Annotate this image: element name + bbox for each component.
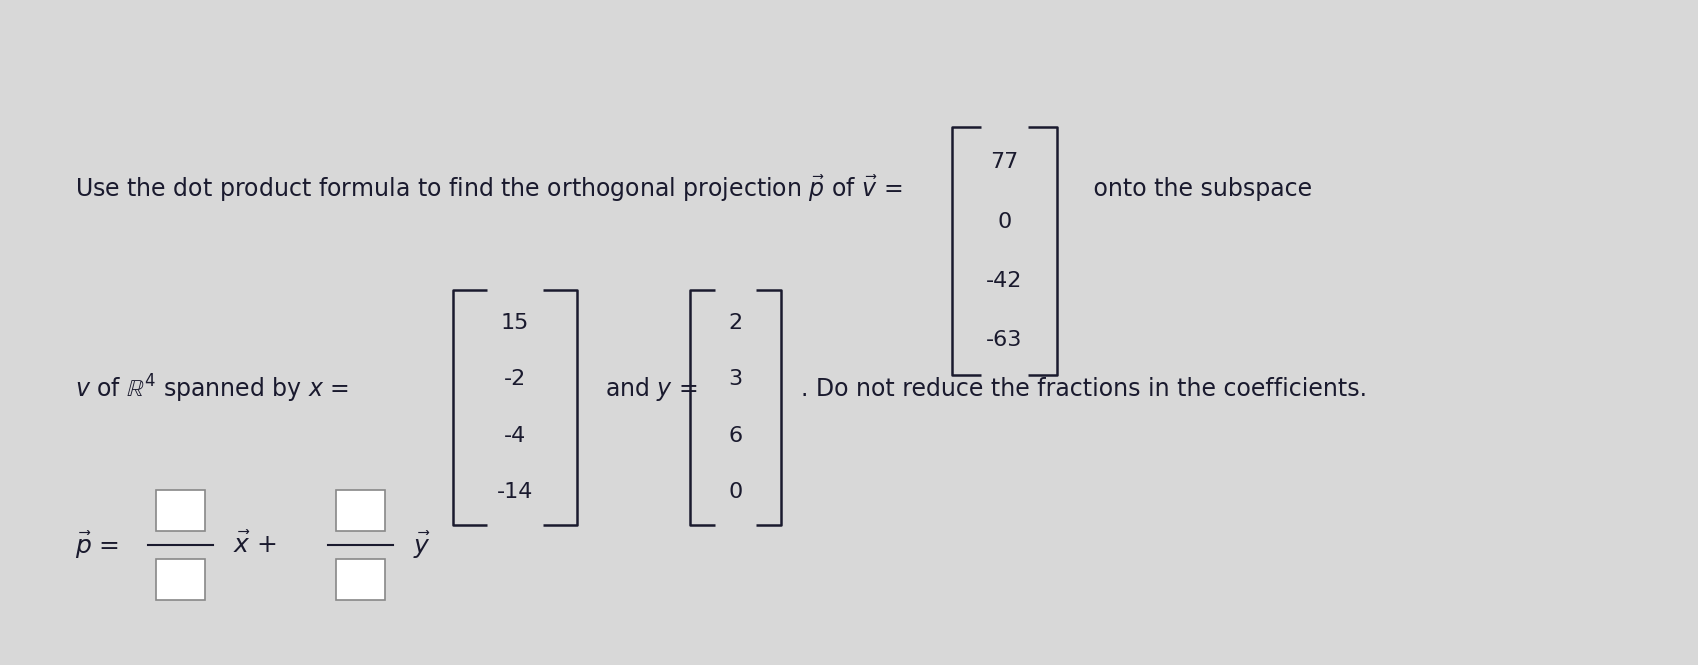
FancyBboxPatch shape [336, 559, 384, 600]
FancyBboxPatch shape [156, 490, 205, 531]
Text: 2: 2 [728, 313, 742, 333]
Text: -2: -2 [504, 369, 526, 390]
Text: -4: -4 [504, 426, 526, 446]
FancyBboxPatch shape [156, 559, 205, 600]
Text: 3: 3 [728, 369, 742, 390]
Text: 0: 0 [997, 211, 1010, 231]
Text: onto the subspace: onto the subspace [1085, 177, 1311, 201]
Text: -63: -63 [985, 331, 1022, 350]
Text: 15: 15 [501, 313, 530, 333]
Text: -42: -42 [985, 271, 1022, 291]
Text: $\vec{x}$ +: $\vec{x}$ + [226, 532, 277, 558]
Text: -14: -14 [496, 482, 533, 502]
FancyBboxPatch shape [336, 490, 384, 531]
Text: 0: 0 [728, 482, 742, 502]
Text: 77: 77 [990, 152, 1019, 172]
Text: $\vec{y}$: $\vec{y}$ [406, 529, 431, 561]
Text: and $y$ =: and $y$ = [604, 375, 698, 403]
Text: 6: 6 [728, 426, 742, 446]
Text: . Do not reduce the fractions in the coefficients.: . Do not reduce the fractions in the coe… [800, 377, 1365, 401]
Text: $\vec{p}$ =: $\vec{p}$ = [75, 529, 119, 561]
Text: Use the dot product formula to find the orthogonal projection $\vec{p}$ of $\vec: Use the dot product formula to find the … [75, 174, 902, 204]
Text: $v$ of $\mathbb{R}^4$ spanned by $x$ =: $v$ of $\mathbb{R}^4$ spanned by $x$ = [75, 372, 348, 405]
